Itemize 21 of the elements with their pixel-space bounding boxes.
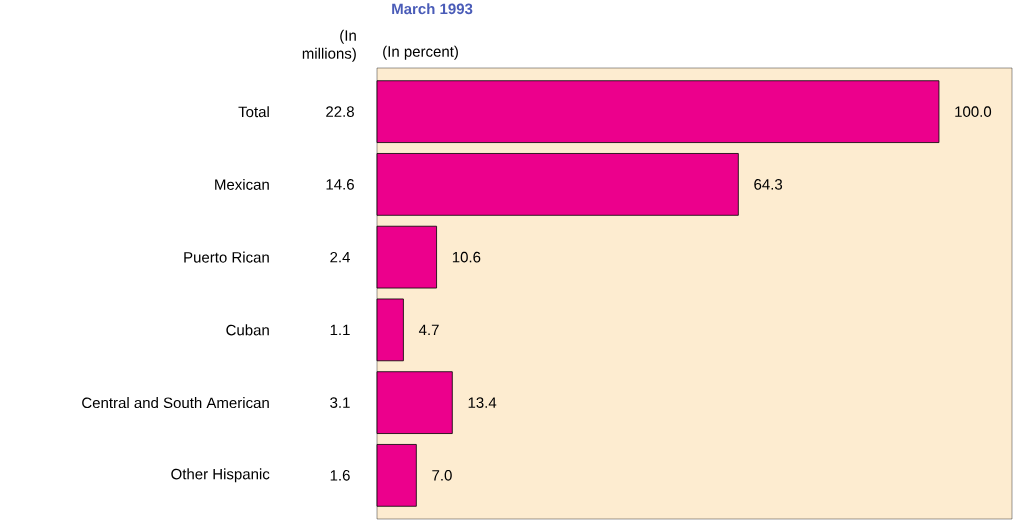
text: 1.6 <box>330 470 350 481</box>
data-label: 64.3 <box>754 179 783 190</box>
data-label: 100.0 <box>955 106 992 117</box>
data-label: 7.0 <box>432 470 452 481</box>
text: 2.4 <box>330 251 350 263</box>
data-label: 13.4 <box>468 397 497 408</box>
y-tick-label: Mexican <box>215 178 269 190</box>
text: 22.8 <box>326 106 354 117</box>
data-label: 10.6 <box>452 251 481 263</box>
y-tick-label: Puerto Rican <box>184 251 269 263</box>
y-tick-label: Central and South American <box>82 397 269 409</box>
text: 1.1 <box>330 324 350 336</box>
y-tick-label: Cuban <box>226 324 269 336</box>
y-tick-label: Total <box>238 106 269 118</box>
text: (In millions) <box>302 29 356 62</box>
data-label: 4.7 <box>418 324 439 336</box>
chart-title: March 1993 <box>392 3 473 15</box>
text: 3.1 <box>330 397 350 408</box>
x-axis-title: (In percent) <box>383 45 458 60</box>
y-tick-label: Other Hispanic <box>171 468 270 483</box>
text: 14.6 <box>326 179 354 190</box>
